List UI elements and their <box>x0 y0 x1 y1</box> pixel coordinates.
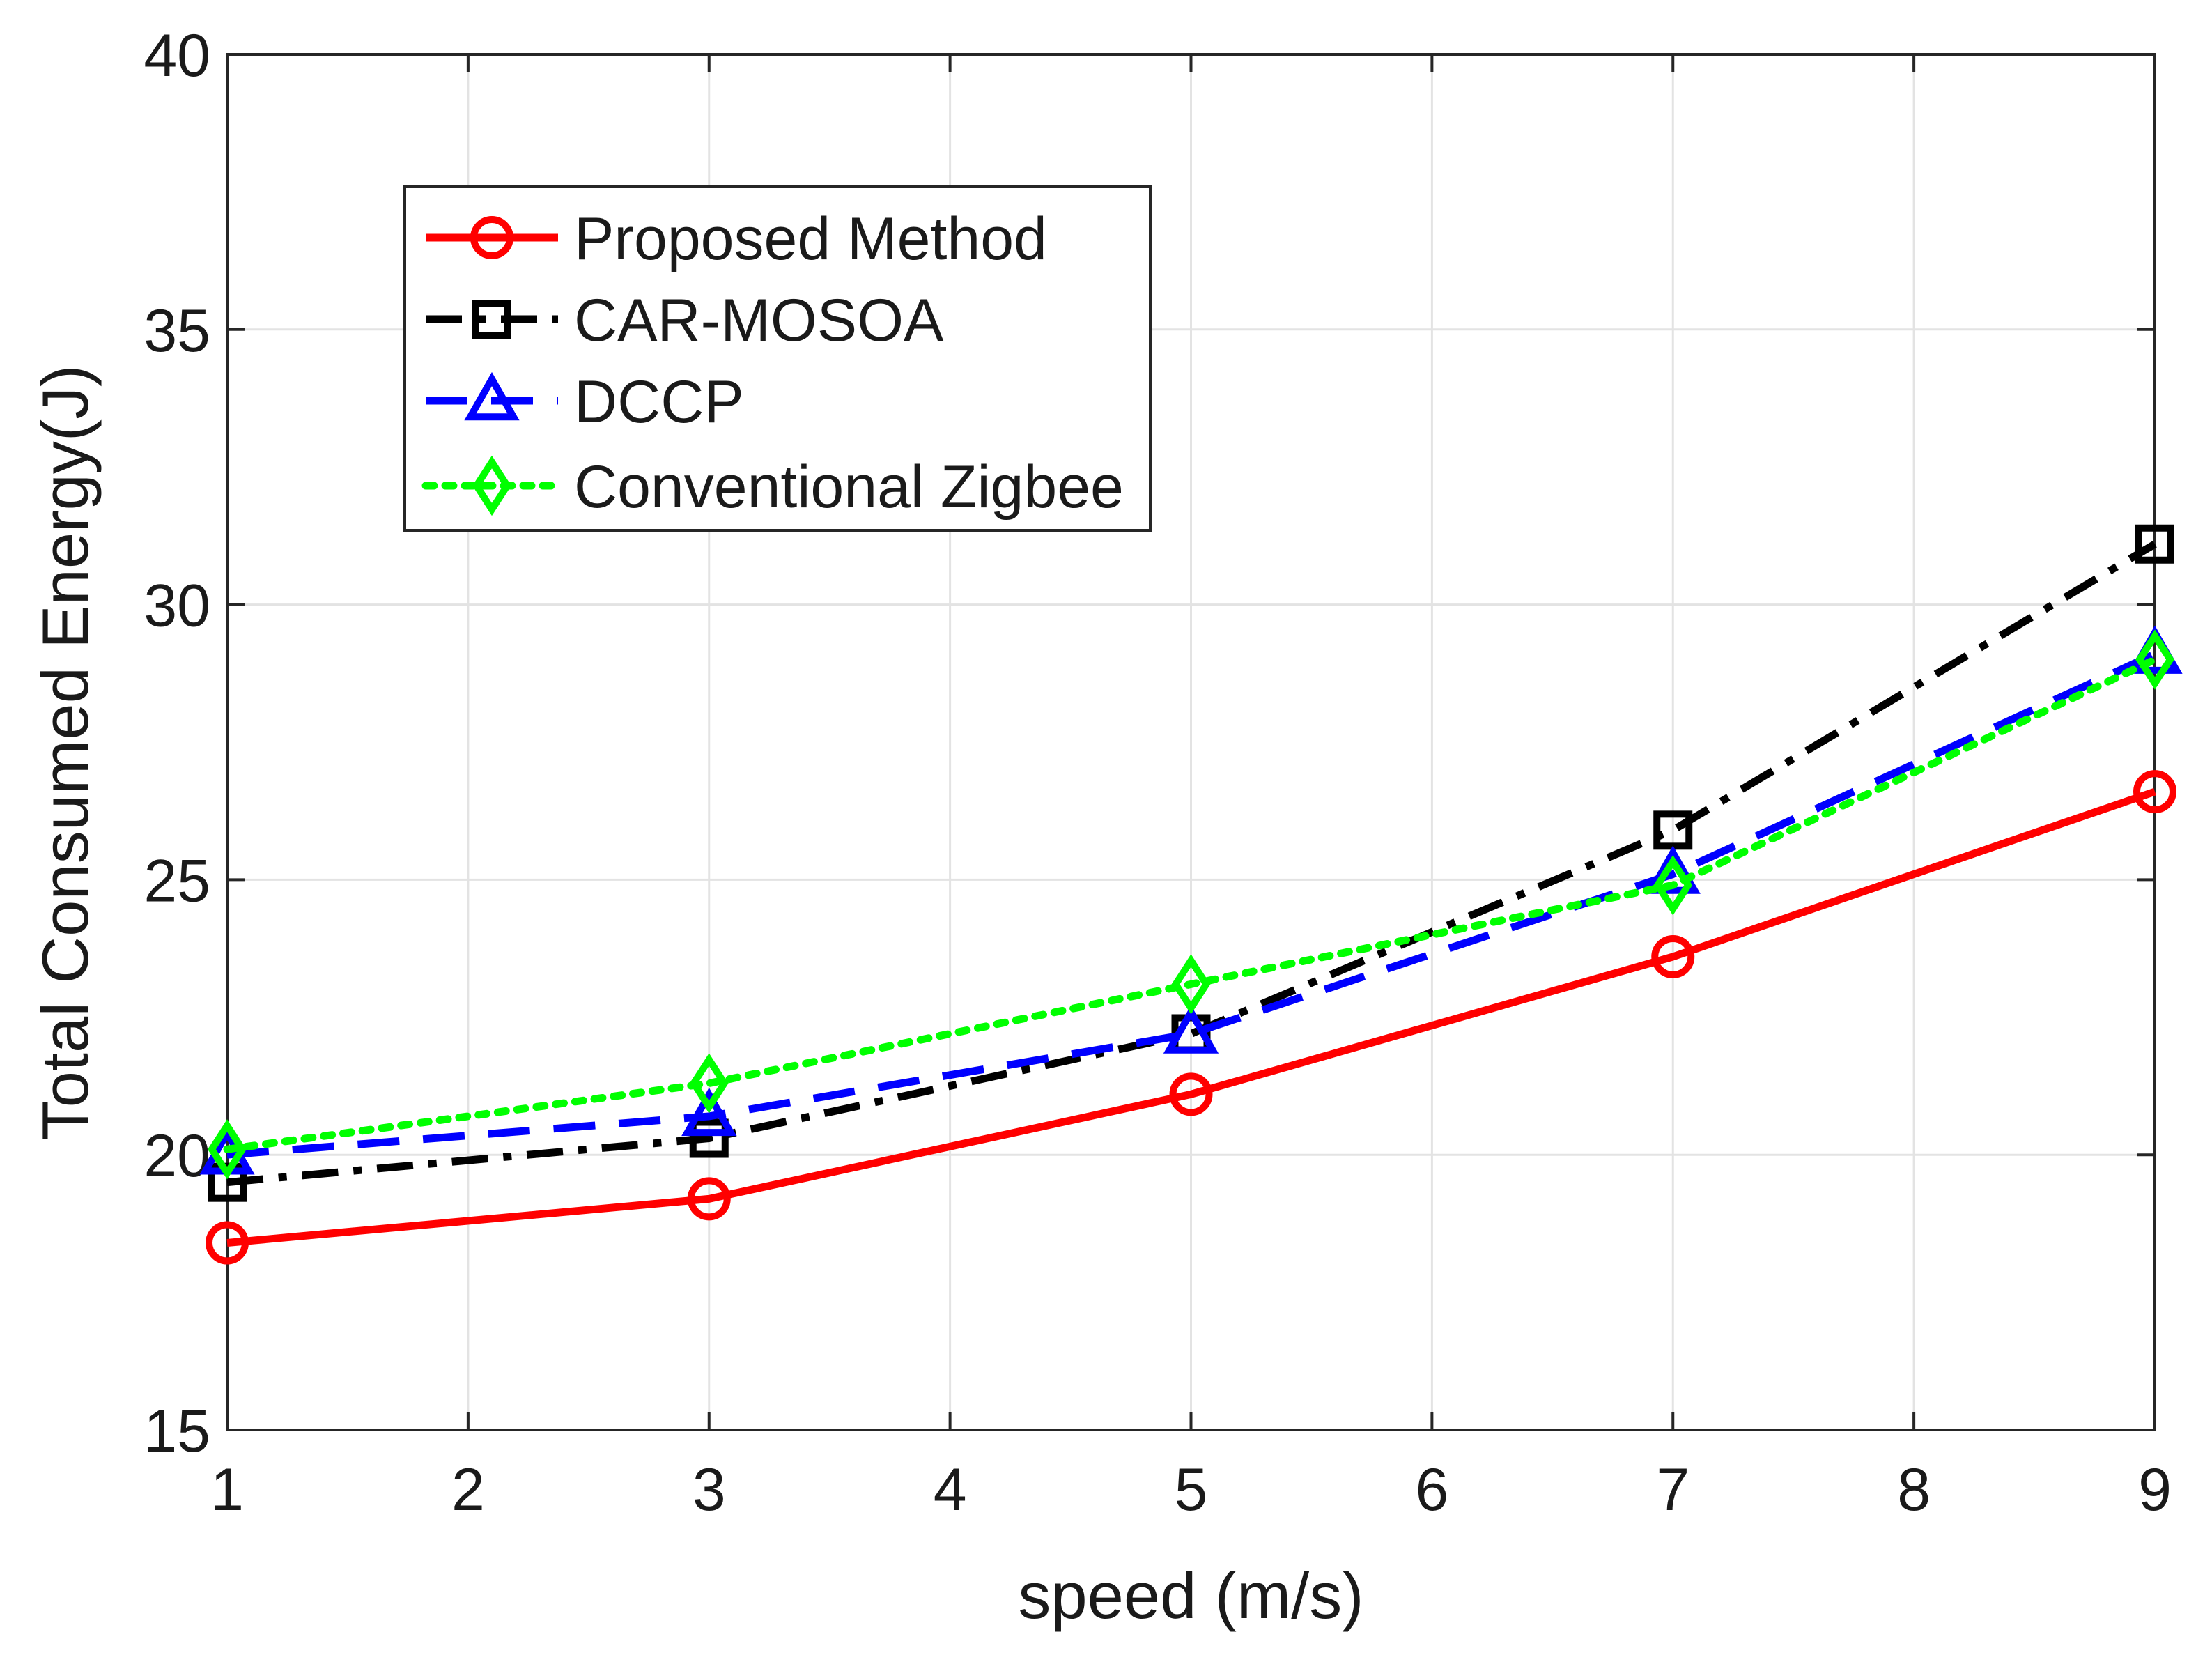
legend: Proposed Method CAR-MOSOA DCCP Conventional… <box>403 185 1152 532</box>
data-point <box>1169 1072 1213 1116</box>
y-axis-label: Total Consumed Energy(J) <box>29 365 102 1141</box>
data-point <box>2133 770 2176 814</box>
x-tick-label: 3 <box>693 1456 726 1523</box>
y-tick-label: 25 <box>144 847 210 914</box>
data-point <box>208 1119 247 1180</box>
x-tick-label: 9 <box>2138 1456 2172 1523</box>
series-line <box>226 650 2157 1159</box>
series-line <box>226 541 2157 1187</box>
y-tick-label: 20 <box>144 1123 210 1190</box>
series-line <box>226 787 2156 1247</box>
x-tick-label: 8 <box>1897 1456 1931 1523</box>
data-point <box>1653 855 1693 916</box>
series-line <box>223 656 2159 1153</box>
y-tick-label: 15 <box>144 1398 210 1465</box>
data-point <box>2135 629 2174 690</box>
data-point <box>208 1162 247 1202</box>
data-point <box>206 1221 249 1265</box>
y-tick-label: 35 <box>144 298 210 364</box>
legend-marker <box>472 300 511 339</box>
legend-marker <box>472 455 511 516</box>
series-proposed-method <box>206 770 2176 1265</box>
y-tick-label: 30 <box>144 573 210 640</box>
legend-marker <box>464 371 520 421</box>
data-point <box>681 1087 737 1137</box>
x-tick-label: 6 <box>1415 1456 1448 1523</box>
data-point <box>2135 524 2174 564</box>
x-axis-label: speed (m/s) <box>1018 1559 1363 1632</box>
legend-label: CAR-MOSOA <box>574 287 944 354</box>
x-tick-label: 1 <box>210 1456 244 1523</box>
axes: 1 2 3 4 5 6 7 8 9 15 20 25 30 35 40 speed (m/s) Total Co… <box>29 22 2172 1632</box>
data-point <box>687 1177 731 1221</box>
x-tick-label: 4 <box>934 1456 967 1523</box>
series-group <box>199 524 2183 1265</box>
data-point <box>1645 845 1701 894</box>
legend-box <box>403 185 1152 532</box>
legend-label: DCCP <box>574 369 744 436</box>
data-point <box>1651 934 1695 978</box>
x-tick-label: 2 <box>451 1456 485 1523</box>
x-tick-label: 5 <box>1175 1456 1208 1523</box>
series-conventional-zigbee <box>208 629 2174 1180</box>
y-tick-label: 40 <box>144 22 210 89</box>
x-tick-label: 7 <box>1656 1456 1689 1523</box>
data-point <box>1171 954 1211 1015</box>
legend-label: Proposed Method <box>574 206 1047 272</box>
grid <box>226 53 2156 1431</box>
data-point <box>1163 1005 1219 1054</box>
data-point <box>689 1118 729 1158</box>
data-point <box>689 1053 729 1114</box>
legend-marker <box>470 216 513 259</box>
legend-label: Conventional Zigbee <box>574 454 1124 521</box>
